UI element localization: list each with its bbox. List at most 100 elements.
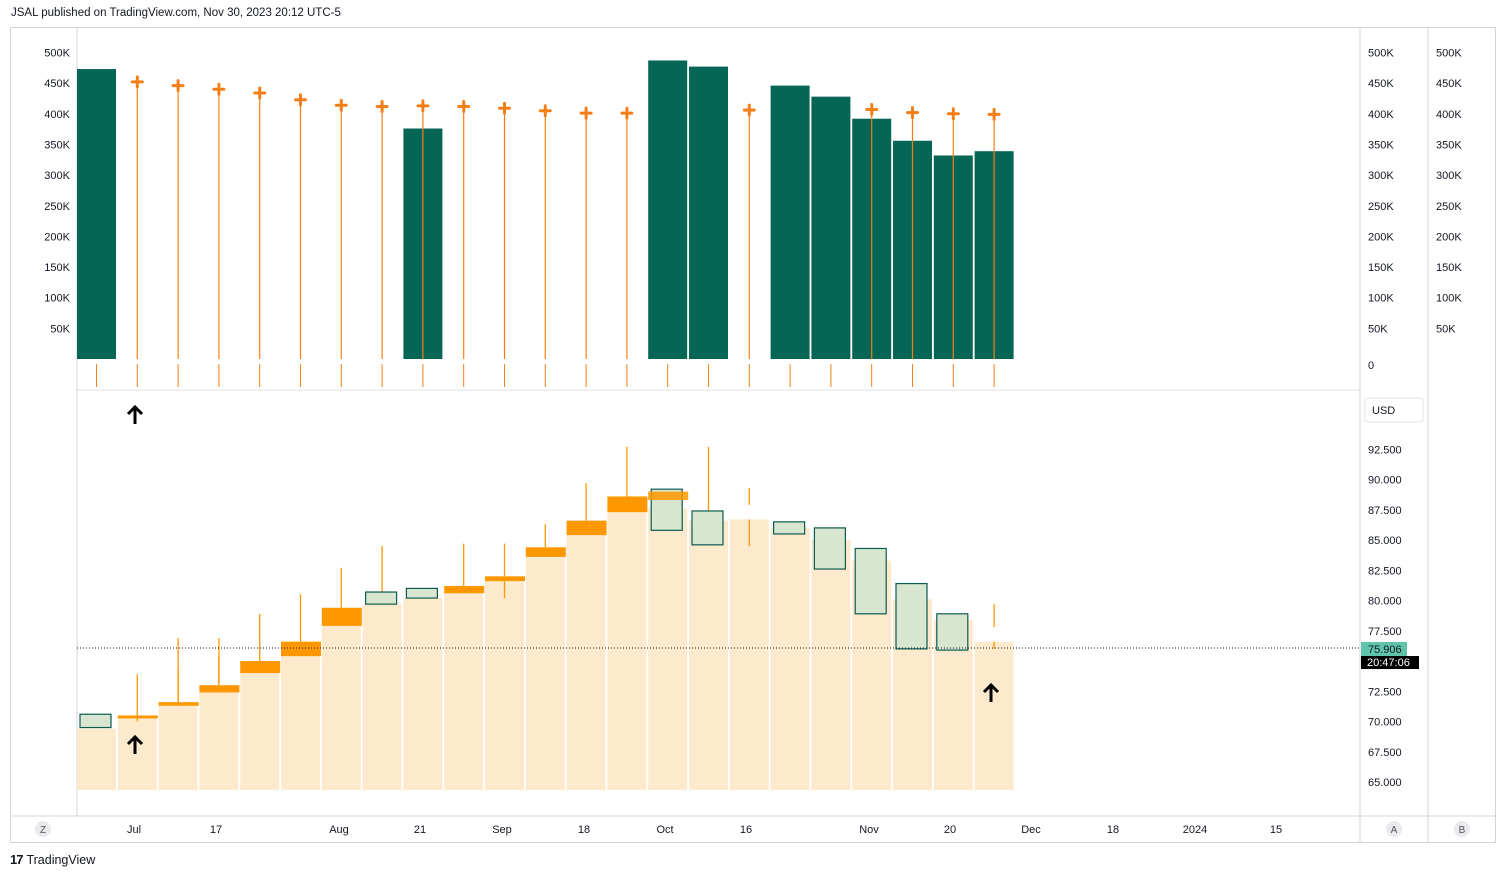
volume-marker-plus [906, 106, 919, 120]
volume-marker-plus [457, 99, 471, 113]
price-candle-body [444, 585, 485, 594]
scale-z-button[interactable] [35, 821, 51, 837]
price-area-column [362, 604, 402, 790]
price-candle-body [566, 520, 607, 536]
volume-axis-right-tick: 350K [1368, 139, 1394, 151]
volume-axis-left-tick: 450K [44, 78, 70, 90]
volume-marker-plus [294, 93, 307, 107]
price-area-column [729, 519, 769, 790]
volume-marker-plus [171, 79, 185, 93]
time-axis-label: Oct [656, 824, 673, 836]
volume-axis-right-tick: 450K [1368, 78, 1394, 90]
footer-brand-label: TradingView [26, 852, 96, 867]
price-box-body [854, 547, 887, 615]
currency-label: USD [1372, 405, 1395, 417]
volume-axis-far-right-tick: 150K [1436, 262, 1462, 274]
volume-marker-plus [334, 98, 348, 112]
time-axis-label: 21 [414, 824, 426, 836]
volume-marker-plus [375, 99, 389, 113]
up-arrow-icon [982, 682, 1000, 702]
volume-axis-far-right-tick: 400K [1436, 109, 1462, 121]
price-box-body [895, 582, 928, 650]
publish-header: JSAL published on TradingView.com, Nov 3… [11, 7, 341, 19]
price-area-column [607, 512, 647, 790]
price-axis-tick: 70.000 [1368, 717, 1402, 729]
scale-a-label: A [1391, 825, 1398, 836]
scale-z-label: Z [40, 825, 46, 836]
tradingview-logo-icon: 17 [10, 852, 24, 867]
price-area-column [648, 508, 688, 790]
volume-axis-far-right-tick: 300K [1436, 170, 1462, 182]
volume-marker-plus [620, 106, 634, 120]
volume-axis-far-right-tick: 500K [1436, 48, 1462, 60]
price-box-body [365, 591, 398, 605]
last-price-badge [1361, 642, 1407, 656]
price-area-column [811, 540, 851, 790]
price-candle-body [321, 607, 362, 626]
countdown-badge [1361, 656, 1419, 669]
volume-axis-left-tick: 150K [44, 262, 70, 274]
volume-axis-right-tick: 150K [1368, 262, 1394, 274]
price-box-body [813, 527, 847, 570]
price-area-column [158, 705, 198, 790]
volume-axis-far-right-tick: 200K [1436, 231, 1462, 243]
price-candle-body [240, 661, 281, 674]
footer-brand[interactable]: 17 TradingView [10, 852, 95, 867]
time-axis-label: 16 [740, 824, 752, 836]
price-box-body [405, 587, 438, 599]
time-axis-label: 15 [1270, 824, 1282, 836]
price-box-body [79, 713, 112, 729]
last-price-value: 75.906 [1368, 644, 1402, 656]
time-axis-label: 18 [1107, 824, 1119, 836]
up-arrow-shape [126, 404, 144, 424]
price-axis-tick: 82.500 [1368, 565, 1402, 577]
volume-axis-far-right-tick: 450K [1436, 78, 1462, 90]
price-axis-tick: 65.000 [1368, 777, 1402, 789]
volume-axis-left-tick: 50K [50, 323, 70, 335]
time-axis-label: Aug [329, 824, 349, 836]
arrow-layer [126, 404, 1000, 754]
volume-marker-plus [253, 86, 267, 100]
volume-marker-plus [212, 82, 226, 96]
currency-button[interactable] [1364, 397, 1424, 423]
price-candle-body [199, 685, 240, 693]
scale-a-button[interactable] [1386, 821, 1402, 837]
volume-marker-plus [130, 75, 144, 89]
price-axis-tick: 72.500 [1368, 686, 1402, 698]
up-arrow-shape [126, 734, 144, 754]
time-axis-label: Jul [127, 824, 141, 836]
time-axis-label: Nov [859, 824, 879, 836]
price-area-column [403, 598, 443, 790]
volume-bar [77, 69, 116, 360]
volume-axis-left-tick: 300K [44, 170, 70, 182]
volume-axis-right-tick: 400K [1368, 109, 1394, 121]
up-arrow-shape [982, 682, 1000, 702]
volume-axis-zero: 0 [1368, 360, 1374, 372]
volume-axis-far-right-tick: 50K [1436, 323, 1456, 335]
volume-marker-plus [498, 101, 511, 115]
volume-axis-left-tick: 100K [44, 293, 70, 305]
volume-marker-plus [416, 99, 430, 113]
volume-axis-left-tick: 500K [44, 48, 70, 60]
price-area-column [321, 625, 361, 790]
time-axis-label: Dec [1021, 824, 1041, 836]
price-area-column [444, 589, 484, 790]
volume-axis-left-tick: 350K [44, 139, 70, 151]
volume-layer [77, 60, 1014, 387]
time-axis-label: Sep [492, 824, 512, 836]
scale-b-button[interactable] [1454, 821, 1470, 837]
price-candle-body [281, 641, 321, 657]
price-area-column [199, 692, 239, 790]
volume-marker-plus [946, 107, 960, 121]
price-axis-tick: 92.500 [1368, 444, 1402, 456]
price-candle-body [648, 491, 689, 501]
price-box-body [691, 510, 724, 546]
price-area-column [281, 656, 320, 790]
price-box-body [772, 521, 806, 535]
volume-marker-plus [538, 104, 552, 118]
volume-axis-left-tick: 250K [44, 201, 70, 213]
volume-axis-right-tick: 50K [1368, 323, 1388, 335]
volume-axis-right-tick: 100K [1368, 293, 1394, 305]
time-axis-label: 20 [944, 824, 956, 836]
